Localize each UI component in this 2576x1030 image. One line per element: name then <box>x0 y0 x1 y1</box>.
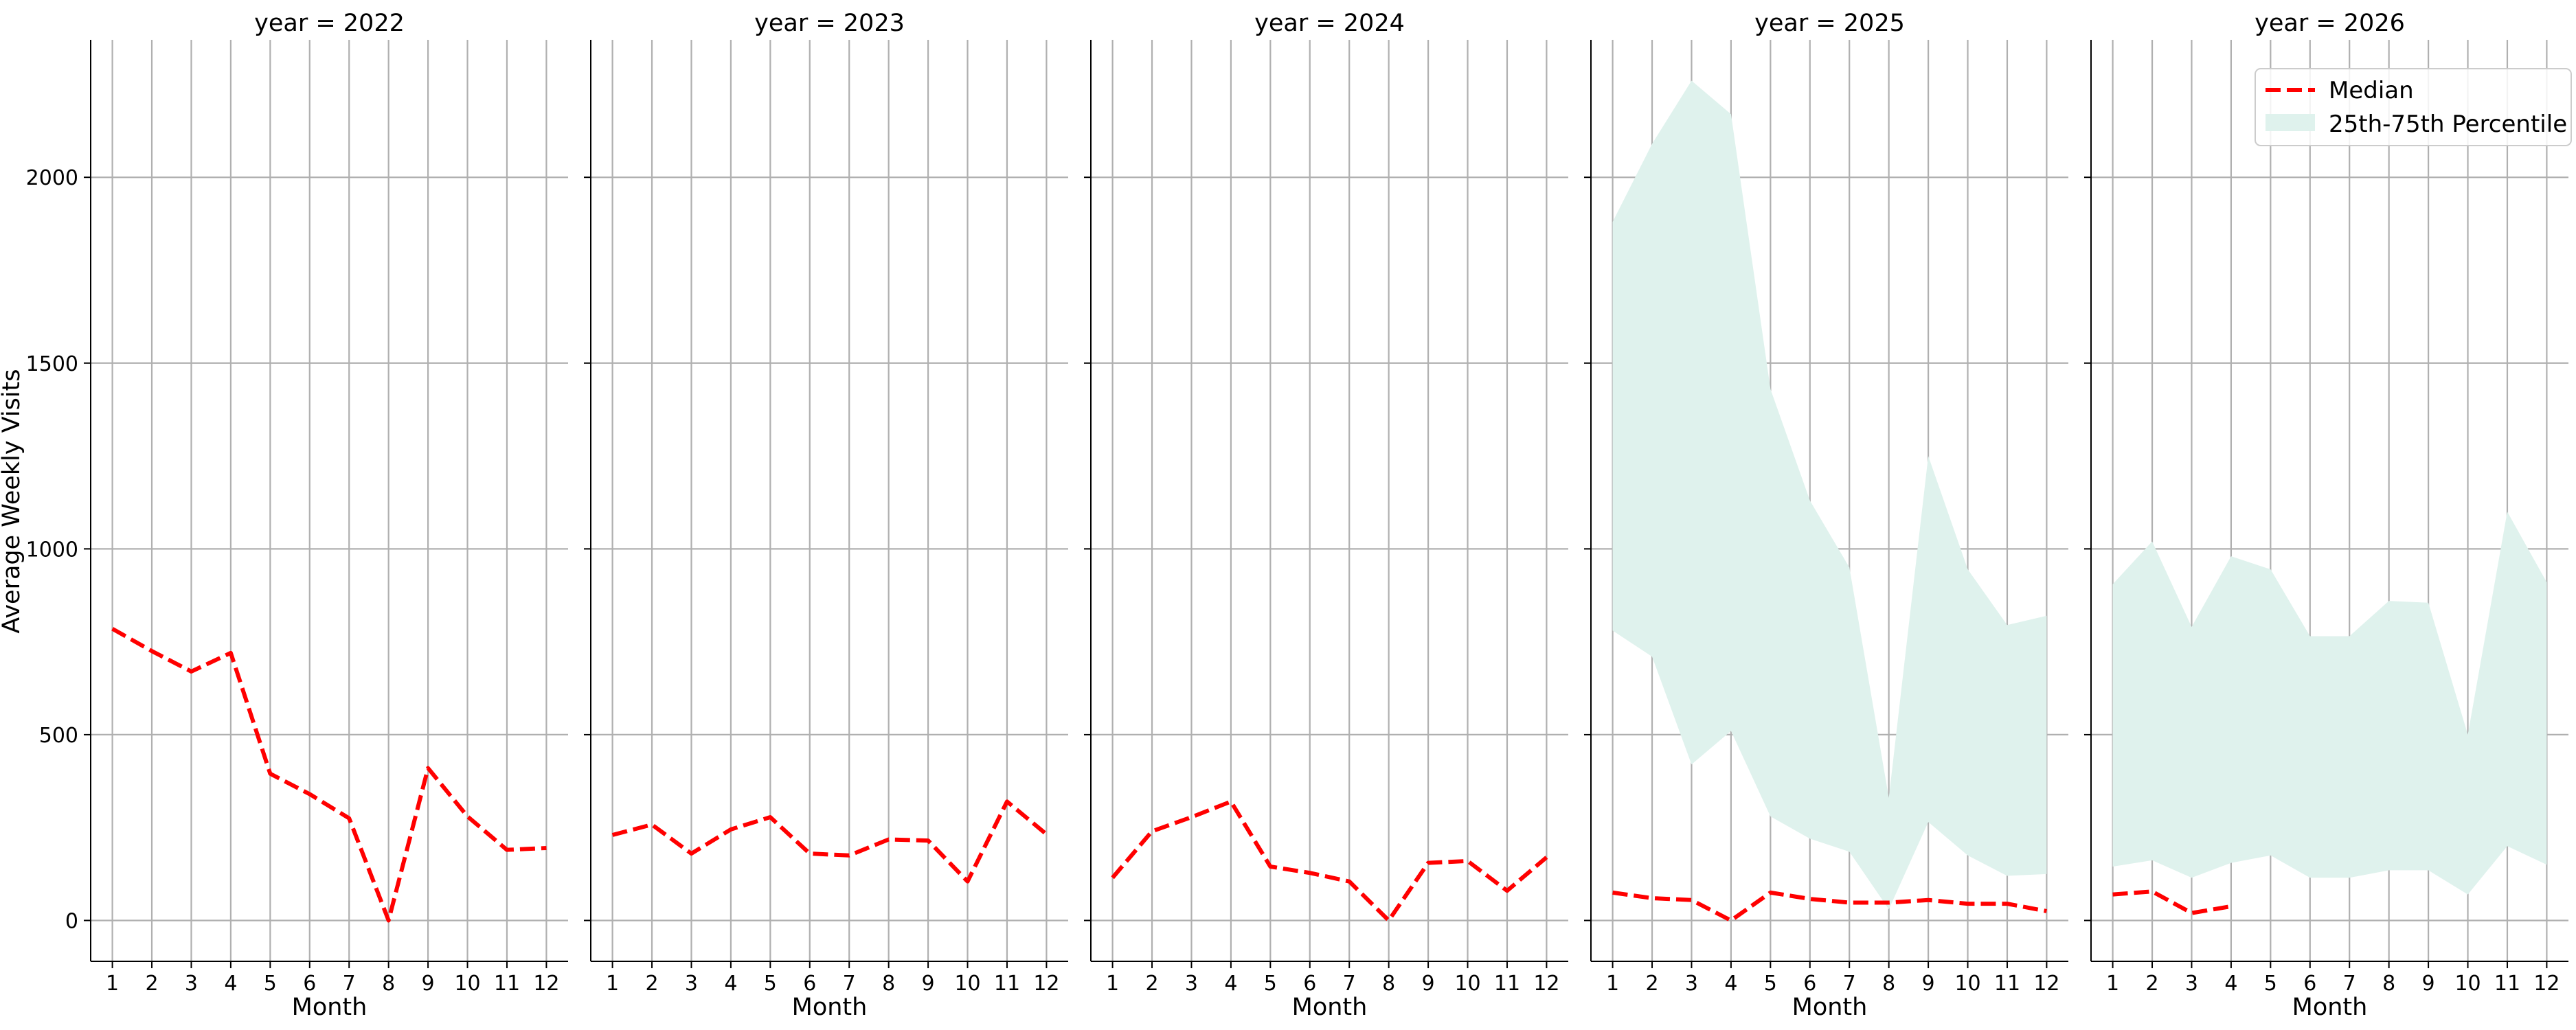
x-axis-title: Month <box>2292 994 2368 1021</box>
x-tick-label: 11 <box>1994 972 2020 996</box>
x-tick-label: 2 <box>1145 972 1158 996</box>
y-tick-label: 0 <box>65 909 78 933</box>
legend-median-label: Median <box>2329 77 2414 104</box>
x-tick-label: 1 <box>606 972 619 996</box>
x-tick-label: 9 <box>1422 972 1435 996</box>
x-tick-label: 3 <box>185 972 198 996</box>
x-axis-title: Month <box>792 994 868 1021</box>
x-tick-label: 1 <box>1106 972 1119 996</box>
y-axis-title: Average Weekly Visits <box>0 369 25 633</box>
x-tick-label: 9 <box>1922 972 1935 996</box>
x-tick-label: 11 <box>494 972 520 996</box>
x-tick-label: 5 <box>764 972 777 996</box>
x-tick-label: 12 <box>2033 972 2059 996</box>
legend-box <box>2255 68 2572 146</box>
facet-title: year = 2024 <box>1254 10 1405 37</box>
x-tick-label: 12 <box>533 972 559 996</box>
x-tick-label: 10 <box>454 972 480 996</box>
x-tick-label: 4 <box>1224 972 1237 996</box>
x-tick-label: 5 <box>1264 972 1277 996</box>
legend-percentile-swatch <box>2266 114 2315 131</box>
facet-title: year = 2025 <box>1754 10 1905 37</box>
x-tick-label: 2 <box>2145 972 2158 996</box>
x-tick-label: 2 <box>145 972 158 996</box>
x-tick-label: 8 <box>382 972 395 996</box>
x-tick-label: 10 <box>1954 972 1980 996</box>
x-tick-label: 7 <box>1343 972 1356 996</box>
y-axis-title-group: Average Weekly Visits <box>0 369 25 633</box>
x-tick-label: 8 <box>1382 972 1395 996</box>
x-tick-label: 8 <box>1882 972 1895 996</box>
x-tick-label: 9 <box>422 972 435 996</box>
median-line-4 <box>1612 890 2047 923</box>
facet-title: year = 2023 <box>754 10 905 37</box>
median-line-5 <box>2112 889 2232 915</box>
y-tick-label: 1000 <box>26 538 78 562</box>
x-tick-label: 2 <box>1645 972 1658 996</box>
x-tick-label: 12 <box>1033 972 1059 996</box>
x-tick-label: 3 <box>1685 972 1698 996</box>
x-tick-label: 10 <box>2454 972 2481 996</box>
percentile-band-4 <box>1612 80 2047 910</box>
x-tick-label: 12 <box>1533 972 1559 996</box>
x-tick-label: 11 <box>2494 972 2520 996</box>
x-tick-label: 8 <box>882 972 895 996</box>
y-tick-label: 1500 <box>26 352 78 376</box>
x-tick-label: 6 <box>803 972 816 996</box>
y-tick-label: 500 <box>39 724 78 748</box>
x-tick-label: 8 <box>2382 972 2395 996</box>
x-tick-label: 1 <box>106 972 119 996</box>
x-tick-label: 3 <box>2185 972 2198 996</box>
facet-title: year = 2026 <box>2255 10 2405 37</box>
legend: Median 25th-75th Percentile <box>2255 68 2572 146</box>
x-tick-label: 12 <box>2533 972 2560 996</box>
x-tick-label: 11 <box>1494 972 1520 996</box>
x-tick-label: 6 <box>303 972 316 996</box>
x-tick-label: 4 <box>724 972 737 996</box>
x-axis-title: Month <box>1292 994 1368 1021</box>
x-axis-title: Month <box>292 994 368 1021</box>
percentile-band-5 <box>2112 512 2547 895</box>
median-line-1 <box>111 627 547 923</box>
x-tick-label: 7 <box>343 972 356 996</box>
x-tick-label: 6 <box>1303 972 1316 996</box>
x-tick-label: 7 <box>843 972 856 996</box>
x-tick-label: 5 <box>2264 972 2277 996</box>
y-tick-label: 2000 <box>26 166 78 190</box>
x-tick-label: 1 <box>1606 972 1619 996</box>
x-tick-label: 3 <box>685 972 698 996</box>
x-tick-label: 3 <box>1185 972 1198 996</box>
legend-percentile-label: 25th-75th Percentile <box>2329 111 2567 138</box>
x-tick-label: 1 <box>2106 972 2119 996</box>
median-line-3 <box>1111 799 1548 923</box>
x-tick-label: 6 <box>1803 972 1816 996</box>
x-tick-label: 6 <box>2303 972 2316 996</box>
median-line-2 <box>611 799 1048 884</box>
x-tick-label: 4 <box>1724 972 1737 996</box>
facet-title: year = 2022 <box>254 10 405 37</box>
x-tick-label: 5 <box>1764 972 1777 996</box>
x-tick-label: 11 <box>994 972 1020 996</box>
x-tick-label: 4 <box>2224 972 2237 996</box>
x-tick-label: 7 <box>2343 972 2356 996</box>
x-tick-label: 5 <box>264 972 277 996</box>
x-tick-label: 10 <box>954 972 980 996</box>
x-tick-label: 10 <box>1454 972 1480 996</box>
x-axis-title: Month <box>1792 994 1868 1021</box>
x-tick-label: 2 <box>645 972 658 996</box>
x-tick-label: 9 <box>922 972 935 996</box>
x-tick-label: 7 <box>1843 972 1856 996</box>
x-tick-label: 4 <box>224 972 237 996</box>
x-tick-label: 9 <box>2422 972 2435 996</box>
